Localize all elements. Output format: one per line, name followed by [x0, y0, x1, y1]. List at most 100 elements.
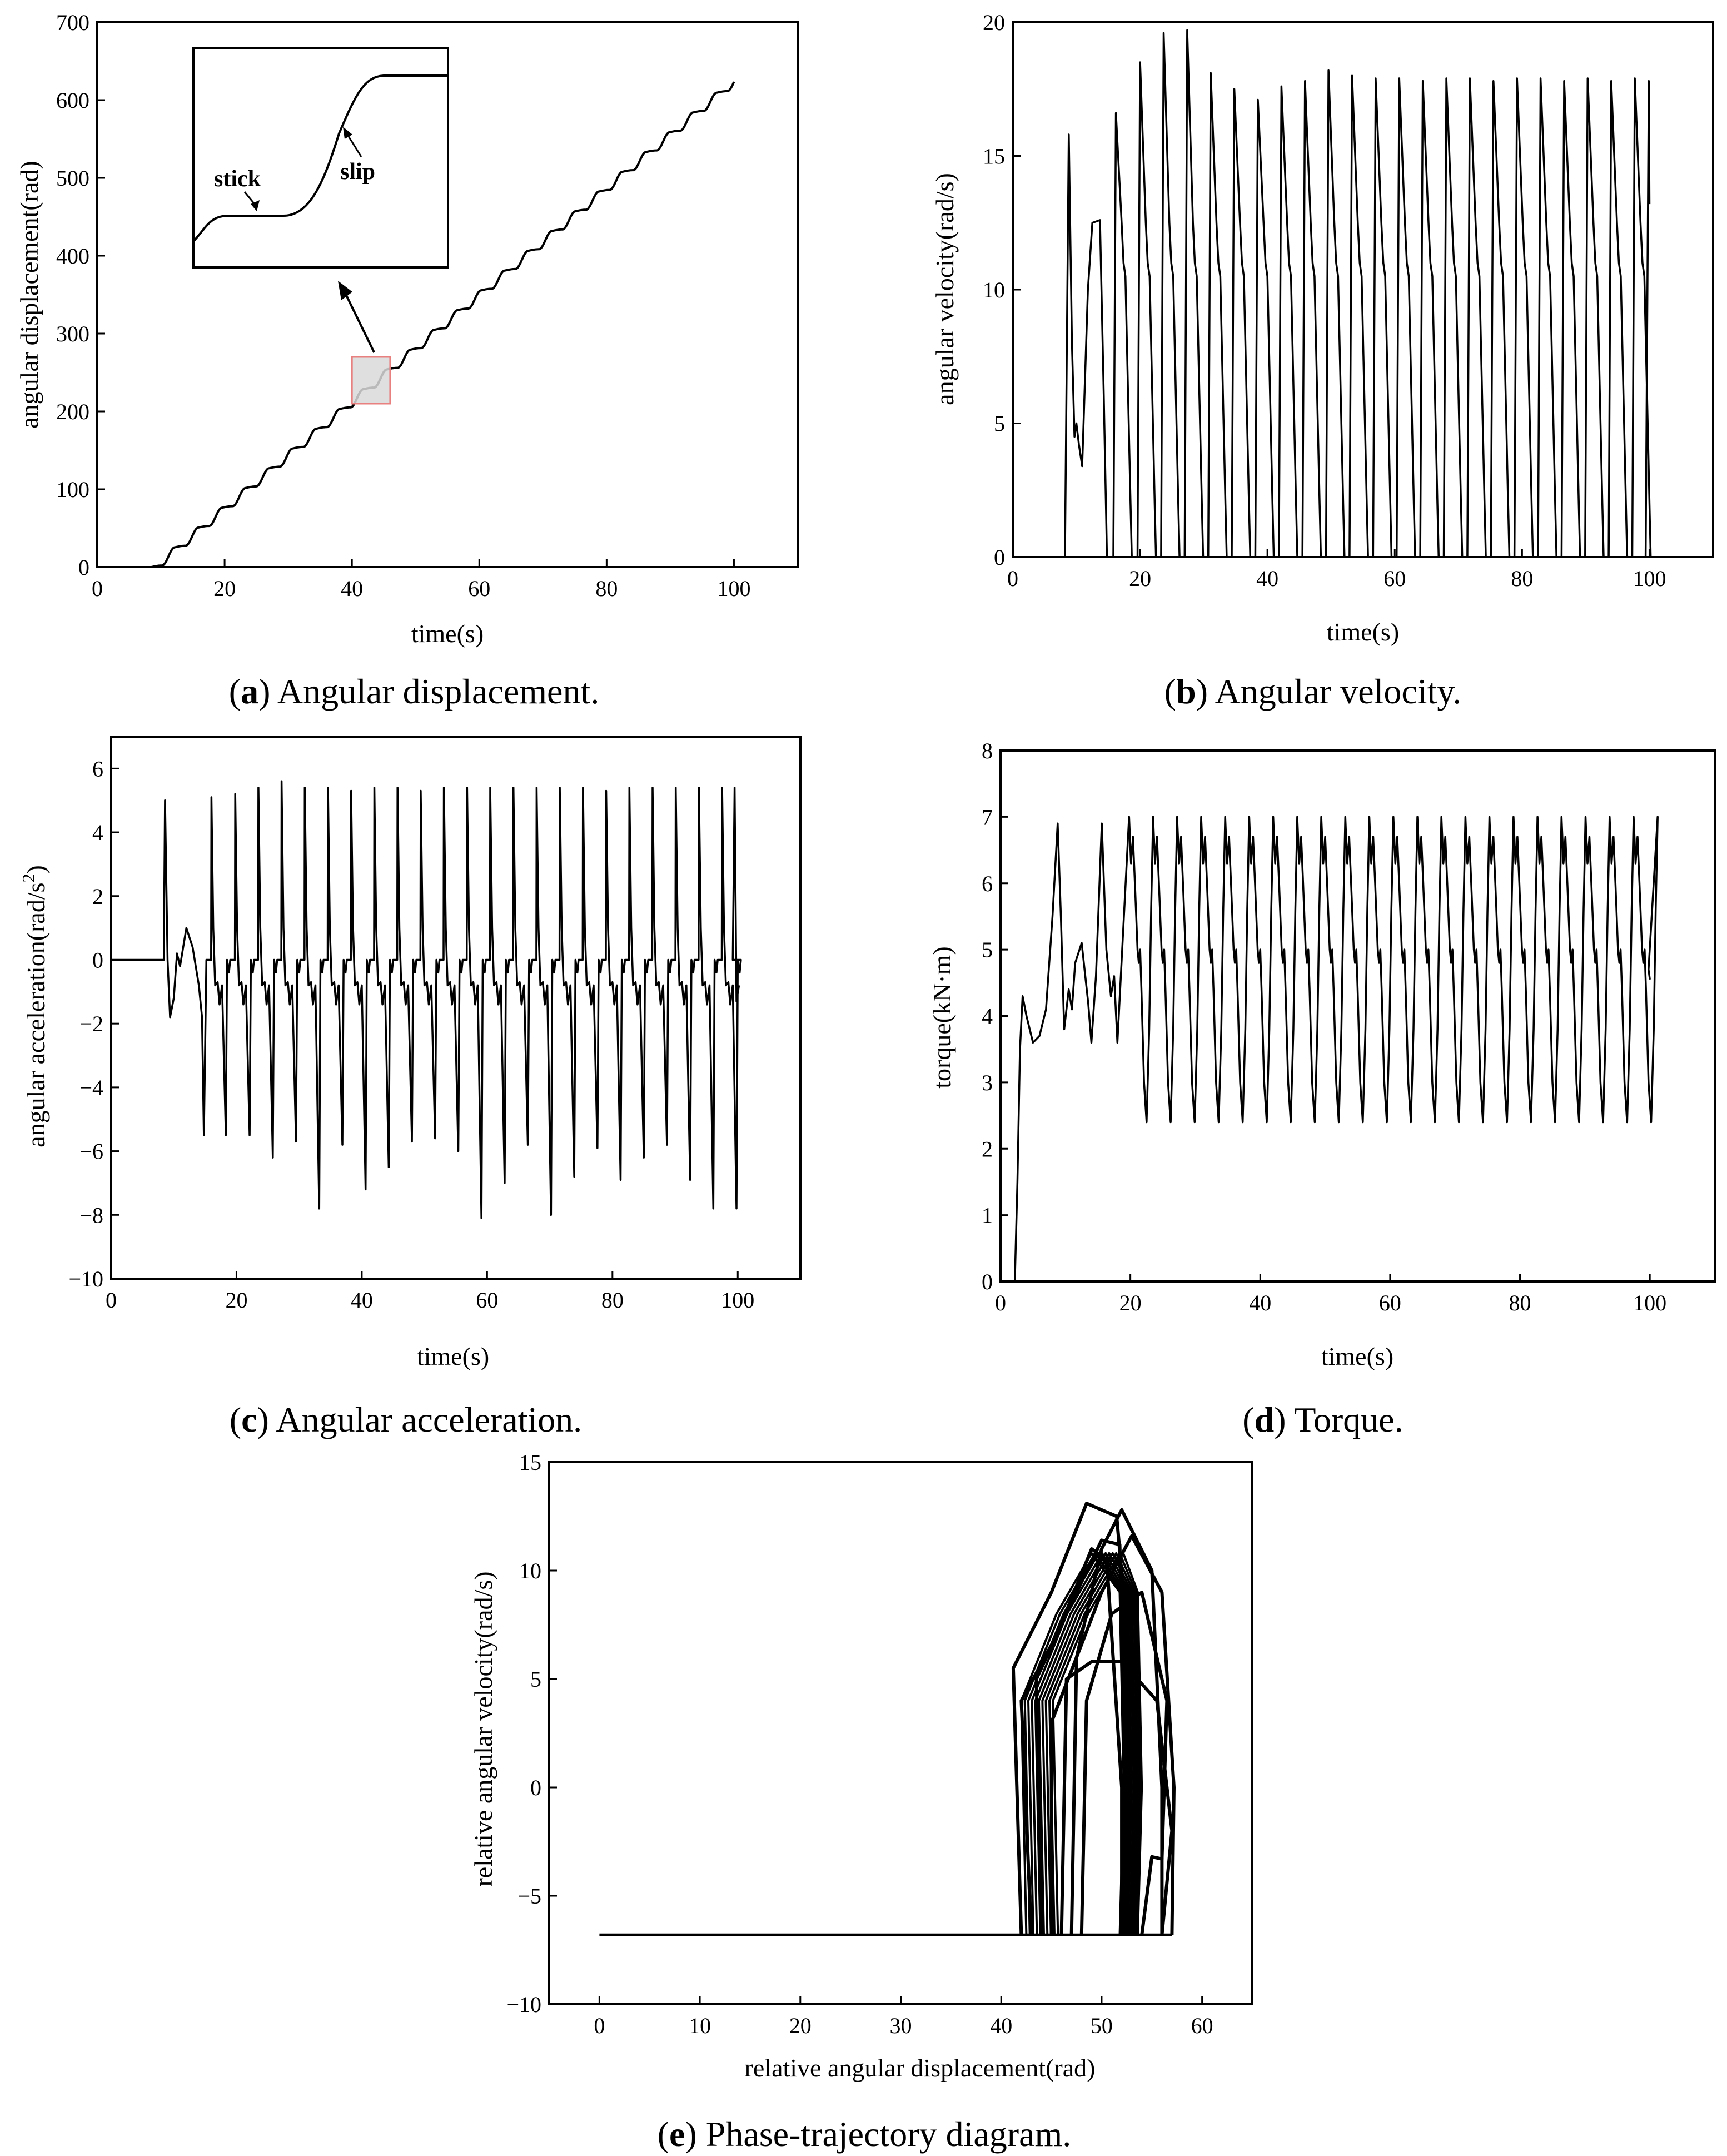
- panel-e-y-tick-label: 0: [530, 1775, 541, 1800]
- panel-d-y-tick-label: 5: [982, 937, 993, 962]
- panel-a-angular-displacement: 0 20 40 60 80 100 0 100 200 300 400 500 600 700 time(…: [15, 10, 799, 711]
- panel-b-y-tick-label: 0: [994, 545, 1005, 570]
- panel-a-y-tick-label: 700: [56, 10, 89, 35]
- panel-a-x-tick-label: 100: [717, 576, 750, 601]
- panel-c-x-tick-label: 100: [721, 1288, 754, 1313]
- panel-e-plot-frame: [548, 1461, 1253, 2005]
- panel-e-x-tick-label: 20: [789, 2013, 812, 2038]
- panel-a-x-tick-label: 0: [92, 576, 103, 601]
- panel-a-inset-stick-label: stick: [214, 166, 261, 192]
- panel-e-bundle-loop: [1038, 1552, 1135, 1935]
- panel-d-x-tick-label: 40: [1249, 1290, 1271, 1315]
- panel-b-x-tick-label: 40: [1256, 566, 1278, 591]
- panel-e-bundle-loop: [1020, 1552, 1125, 1935]
- panel-c-x-tick-label: 40: [351, 1288, 373, 1313]
- panel-c-x-tick-label: 60: [476, 1288, 498, 1313]
- panel-a-inset-frame: [192, 47, 449, 269]
- panel-e-y-label: relative angular velocity(rad/s): [469, 1571, 497, 1886]
- panel-b-x-tick-label: 60: [1383, 566, 1406, 591]
- panel-d-x-label: time(s): [1321, 1342, 1393, 1370]
- panel-e-y-tick-label: 10: [519, 1558, 541, 1583]
- panel-b-y-tick-label: 15: [983, 144, 1005, 169]
- panel-a-y-tick-label: 400: [56, 244, 89, 269]
- panel-e-x-tick-label: 30: [890, 2013, 912, 2038]
- panel-b-y-tick-label: 10: [983, 277, 1005, 302]
- panel-e-x-tick-label: 10: [689, 2013, 711, 2038]
- panel-c-y-tick-label: −6: [79, 1139, 103, 1164]
- panel-a-y-label: angular displacement(rad): [15, 161, 43, 429]
- panel-d-y-tick-label: 0: [982, 1269, 993, 1294]
- panel-c-y-tick-label: −8: [79, 1203, 103, 1228]
- panel-d-y-tick-label: 8: [982, 738, 993, 763]
- panel-d-x-tick-label: 60: [1379, 1290, 1401, 1315]
- panel-a-zoom-arrow: [344, 291, 375, 353]
- panel-d-y-tick-label: 3: [982, 1070, 993, 1095]
- panel-d-torque: 0 20 40 60 80 100 0 1 2 3 4 5 6 7 8 time(s) torque(kN·…: [928, 738, 1716, 1439]
- panel-a-inset-slip-arrow: [346, 134, 362, 157]
- panel-e-bundle-loop: [1023, 1552, 1127, 1935]
- panel-e-y-tick-label: 15: [519, 1450, 541, 1475]
- panel-d-torque-line: [1013, 816, 1659, 1282]
- panel-e-x-tick-label: 50: [1091, 2013, 1113, 2038]
- panel-c-caption-text: Angular acceleration.: [276, 1400, 582, 1439]
- panel-d-caption: (d) Torque.: [1242, 1400, 1403, 1439]
- panel-a-x-label: time(s): [411, 619, 484, 648]
- panel-e-y-tick-label: −10: [506, 1992, 541, 2017]
- panel-e-loop-7: [1079, 1591, 1169, 1935]
- panel-b-caption: (b) Angular velocity.: [1164, 672, 1461, 711]
- panel-a-zoom-window: [351, 356, 391, 405]
- panel-a-x-tick-label: 60: [468, 576, 490, 601]
- panel-b-y-tick-label: 5: [994, 411, 1005, 436]
- panel-c-y-tick-label: −4: [79, 1075, 103, 1100]
- panel-c-plot-frame: [110, 736, 802, 1280]
- panel-c-y-tick-label: 2: [92, 884, 103, 909]
- panel-a-x-tick-label: 80: [595, 576, 618, 601]
- panel-d-caption-text: Torque.: [1294, 1400, 1403, 1439]
- panel-d-x-tick-label: 0: [995, 1290, 1006, 1315]
- panel-b-x-tick-label: 80: [1511, 566, 1533, 591]
- panel-b-x-label: time(s): [1327, 618, 1399, 646]
- panel-c-y-label: angular acceleration(rad/s2): [18, 865, 50, 1147]
- panel-c-y-tick-label: −2: [79, 1011, 103, 1036]
- panel-a-inset-slip-arrowhead: [343, 127, 352, 139]
- panel-e-bundle-loop: [1041, 1552, 1137, 1935]
- panel-e-phase-trajectory: 0 10 20 30 40 50 60 −10 −5 0 5 10 15 relative angula…: [469, 1450, 1253, 2154]
- panel-e-y-tick-label: −5: [517, 1884, 541, 1909]
- panel-a-caption-letter: a: [241, 672, 258, 711]
- panel-b-caption-text: Angular velocity.: [1215, 672, 1461, 711]
- panel-e-x-tick-label: 60: [1191, 2013, 1213, 2038]
- panel-d-y-tick-label: 7: [982, 804, 993, 829]
- panel-c-x-label: time(s): [417, 1342, 489, 1370]
- panel-e-y-tick-label: 5: [530, 1667, 541, 1692]
- panel-b-velocity-line: [1064, 29, 1652, 558]
- panel-c-y-tick-label: −10: [68, 1266, 103, 1291]
- panel-d-y-label: torque(kN·m): [928, 946, 956, 1088]
- panel-b-x-tick-label: 20: [1129, 566, 1151, 591]
- panel-c-caption-letter: c: [241, 1400, 257, 1439]
- panel-a-inset-slip-label: slip: [340, 159, 375, 185]
- panel-b-x-tick-label: 0: [1007, 566, 1018, 591]
- panel-e-caption-text: Phase-trajectory diagram.: [706, 2114, 1072, 2154]
- panel-a-y-tick-label: 600: [56, 88, 89, 113]
- panel-b-caption-letter: b: [1176, 672, 1196, 711]
- panel-c-y-tick-label: 0: [92, 947, 103, 972]
- panel-d-x-tick-label: 80: [1509, 1290, 1531, 1315]
- panel-c-x-tick-label: 0: [106, 1288, 117, 1313]
- panel-e-bundle-loop: [1052, 1552, 1143, 1935]
- panel-a-y-tick-label: 300: [56, 321, 89, 346]
- panel-e-bundle-loop: [1044, 1552, 1139, 1935]
- panel-c-angular-acceleration: 0 20 40 60 80 100 −10 −8 −6 −4 −2 0 2 4 6 time(s) angu…: [18, 736, 802, 1439]
- panel-c-caption: (c) Angular acceleration.: [230, 1400, 582, 1439]
- panel-e-x-tick-label: 0: [594, 2013, 605, 2038]
- panel-e-x-tick-label: 40: [990, 2013, 1012, 2038]
- panel-e-bundle-loop: [1027, 1552, 1129, 1935]
- panel-e-loop-6: [1069, 1534, 1176, 1935]
- panel-c-y-tick-label: 4: [92, 820, 103, 845]
- panel-a-y-tick-label: 500: [56, 166, 89, 191]
- panel-a-x-tick-label: 40: [341, 576, 363, 601]
- panel-d-caption-letter: d: [1255, 1400, 1275, 1439]
- panel-a-zoom-arrowhead: [338, 281, 352, 300]
- panel-d-y-tick-label: 2: [982, 1136, 993, 1161]
- panel-a-x-tick-label: 20: [213, 576, 236, 601]
